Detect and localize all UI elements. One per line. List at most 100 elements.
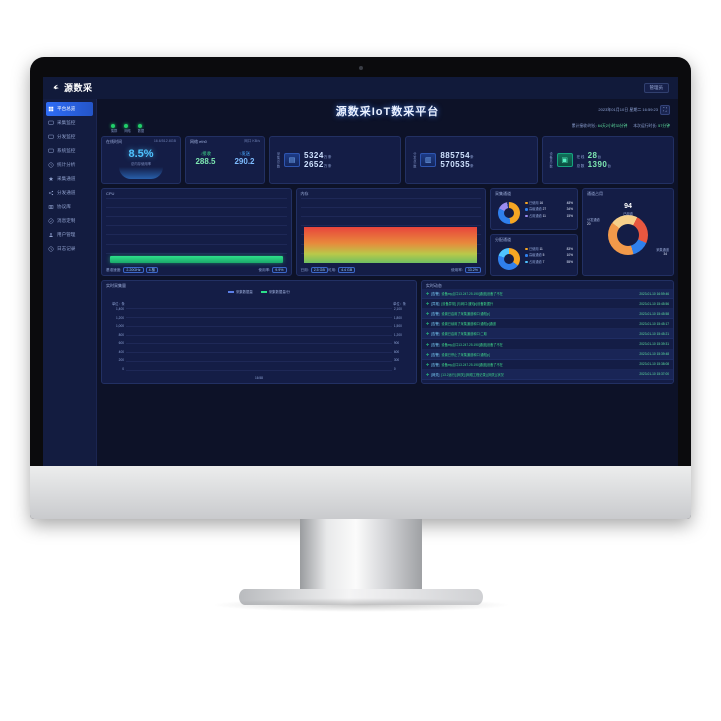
- sidebar-label: 分发监控: [57, 134, 76, 139]
- log-tag: [告警]: [431, 352, 440, 357]
- channel-left-label: 分发通道: [587, 218, 600, 222]
- status-dot: [111, 123, 115, 128]
- list-item[interactable]: ✛ [告警] 设备my点口13.247.25.190[通道]设备了不在 2023-01…: [421, 289, 673, 300]
- sidebar-item-logs[interactable]: 日志记录: [43, 242, 96, 256]
- status-dot-data: 数据: [137, 123, 144, 133]
- kpi-vlabel: 分发总数: [412, 151, 417, 169]
- log-text: [设备异常] [与网口:通知p]设备数据升: [441, 302, 494, 307]
- card-activity-log: 实时动态 ✛ [告警] 设备my点口13.247.25.190[通道]设备了不在 20…: [420, 280, 674, 384]
- legend-row: 高级通道 27 34%: [525, 206, 573, 212]
- plus-icon: ✛: [425, 311, 430, 317]
- send-label: ↑发送: [239, 151, 250, 156]
- sidebar-label: 采集通道: [57, 176, 76, 181]
- main-content: 源数采IoT数采平台 2023年01月10日 星期二 16:59:23 ⛶ 集群: [97, 99, 678, 487]
- list-item[interactable]: ✛[告警]设置已停止了[日采集器和采集和]的2023-01-10 15:35:5…: [422, 380, 673, 383]
- sidebar-label: 消息定制: [57, 218, 76, 223]
- kpi-collect: 采集总数 ▤ 5324万条 2652万条: [276, 151, 332, 169]
- channel-total-value: 94: [624, 203, 632, 210]
- sidebar-label: 平台总览: [57, 106, 76, 111]
- sidebar-item-dispatch-monitor[interactable]: 分发监控: [43, 130, 96, 144]
- share-icon: [48, 190, 54, 196]
- plus-icon: ✛: [425, 371, 430, 377]
- list-item[interactable]: ✛ [告警] 设备my点口13.247.25.190[通道]设备了不在 2023-01…: [421, 360, 673, 370]
- list-item[interactable]: ✛ [告警] 设置已停止了采集通道和口:通知p[2023-01-10 15:39:4…: [421, 349, 673, 360]
- sidebar-item-collect-channel[interactable]: 采集通道: [43, 172, 96, 186]
- legend-row: 已使用 16 48%: [525, 200, 573, 206]
- log-text: 设置已停止了采集通道和口:通知p[: [441, 352, 490, 357]
- channel-total-donut: [608, 215, 648, 255]
- logo-icon: [53, 84, 59, 90]
- ring-caption: 总内存使用率: [130, 162, 152, 166]
- network-values: ↓接收 288.5 ↑发送 290.2: [186, 151, 264, 166]
- admin-button[interactable]: 管理员: [643, 83, 669, 93]
- cpu-cores-pill: 4 核: [145, 267, 159, 273]
- fullscreen-icon[interactable]: ⛶: [660, 105, 670, 115]
- card-title: 在线时间: [106, 139, 122, 144]
- recv-value: 288.5: [195, 157, 216, 166]
- log-time: 2023-01-10 15:37:00: [639, 372, 669, 377]
- activity-list[interactable]: ✛ [告警] 设备my点口13.247.25.190[通道]设备了不在 2023-01…: [421, 289, 673, 383]
- list-item[interactable]: ✛ [告警] 设置已续用了采集通道和口:通知p[通道 2023-01-10 15:45…: [421, 319, 673, 330]
- sidebar-item-protocol-library[interactable]: 协议库: [43, 200, 96, 214]
- collect-channel-legend: 已使用 16 48% 高级通道 27 34% 占用通道 11 15%: [525, 200, 573, 219]
- channel-right-value: 34: [663, 252, 667, 256]
- y-axis-unit-right: 单位：条: [393, 302, 406, 306]
- sidebar-label: 系统监控: [57, 148, 76, 153]
- list-item[interactable]: ✛ [异常] [设备异常] [与网口:通知p]设备数据升 2023-01-10 15:…: [421, 299, 673, 310]
- log-tag: [告警]: [431, 342, 440, 347]
- sidebar-item-message-config[interactable]: 消息定制: [43, 214, 96, 228]
- kpi-values: 在线 28台 总数 1390台: [577, 151, 612, 169]
- chart-legend: 采集数据量 采集数据量/分: [102, 289, 416, 294]
- app-body: 平台总览 采集监控 分发监控 系统监控: [43, 99, 678, 487]
- list-item[interactable]: ✛ [告警] 设置已启用了采集通道和口:二取 2023-01-10 15:45:21: [421, 329, 673, 340]
- card-title: 采集通道: [495, 191, 511, 196]
- memory-chart: [300, 198, 481, 263]
- title-bar: 源数采IoT数采平台 2023年01月10日 星期二 16:59:23 ⛶: [101, 99, 674, 120]
- list-item[interactable]: ✛ [告警] 设备my点口13.247.25.190[通道]设备了不在 2023-01…: [421, 339, 673, 350]
- channel-total-label: 已用道: [623, 212, 633, 216]
- kpi-row: 在线时间 16.6/512.8GB 8.5% 总内存使用率 网络 eth0: [101, 136, 674, 184]
- cpu-footer: 基准速度: 2.20GHz 4 核 使用率: 9.9%: [106, 267, 287, 273]
- plus-icon: ✛: [425, 341, 430, 347]
- cpu-usage-pill: 9.9%: [272, 267, 287, 273]
- legend-item[interactable]: 采集数据量: [227, 289, 253, 294]
- monitor-icon: [48, 148, 54, 153]
- card-collect-total: 采集总数 ▤ 5324万条 2652万条: [269, 136, 402, 184]
- kpi-dispatch: 分发总数 ▥ 885754条 570535条: [412, 151, 474, 169]
- list-item[interactable]: ✛ [告警] 设置已启用了采集通道和口:通知p[2023-01-10 15:45:5…: [421, 309, 673, 320]
- session-uptime-label: 本次运行时长:: [633, 124, 658, 128]
- card-uptime-ring: 在线时间 16.6/512.8GB 8.5% 总内存使用率: [101, 136, 181, 184]
- cpu-usage: 使用率: 9.9%: [259, 267, 287, 273]
- sidebar-item-user-management[interactable]: 用户管理: [43, 228, 96, 242]
- channel-right-label: 采集通道: [656, 248, 669, 252]
- card-collect-channel: 采集通道 已使用 16 48% 高级通道 27 34% 占用通道 11 15%: [490, 188, 578, 230]
- sidebar-label: 协议库: [57, 204, 71, 209]
- card-title: 网络 eth0: [190, 139, 207, 144]
- legend-row: 高级通道 5 10%: [525, 252, 573, 258]
- card-memory: 内存 已用: 2.5 GB 可用: 4.4 GB: [295, 188, 486, 276]
- log-time: 2023-01-10 15:45:58: [639, 311, 669, 316]
- sidebar-label: 分发通道: [57, 190, 76, 195]
- log-text: 设置已启用了采集通道和口:通知p[: [441, 312, 490, 317]
- grid-icon: [48, 106, 54, 112]
- kpi-secondary: 2652万条: [304, 160, 332, 169]
- log-tag: [告警]: [431, 362, 440, 367]
- card-title: CPU: [106, 191, 115, 196]
- list-item[interactable]: ✛ [网关] [13.2运行] [网关] [网络工程记录] [网关] [状况 2023…: [421, 369, 673, 380]
- sidebar-item-collect-monitor[interactable]: 采集监控: [43, 116, 96, 130]
- channel-left-value: 20: [587, 222, 591, 226]
- sidebar-item-system-monitor[interactable]: 系统监控: [43, 144, 96, 158]
- sidebar-item-dispatch-channel[interactable]: 分发通道: [43, 186, 96, 200]
- monitor-stand-neck: [299, 519, 422, 597]
- sidebar-item-overview[interactable]: 平台总览: [46, 102, 93, 116]
- brand: 源数采: [52, 81, 93, 94]
- card-subtitle: 网口 KB/s: [244, 139, 260, 143]
- sidebar-label: 统计分析: [57, 162, 76, 167]
- cpu-freq-pill: 2.20GHz: [123, 267, 144, 273]
- log-text: [13.2运行] [网关] [网络工程记录] [网关] [状况: [441, 372, 504, 377]
- y-ticks-right: 2,100 1,800 1,500 1,200 900 600 300 0: [393, 307, 402, 371]
- legend-item[interactable]: 采集数据量/分: [260, 289, 290, 294]
- sidebar-item-statistics[interactable]: 统计分析: [43, 158, 96, 172]
- kpi-device: 设备总数 ▣ 在线 28台 总数 1390台: [549, 151, 612, 169]
- log-text: 设备my点口13.247.25.190[通道]设备了不在: [441, 362, 503, 367]
